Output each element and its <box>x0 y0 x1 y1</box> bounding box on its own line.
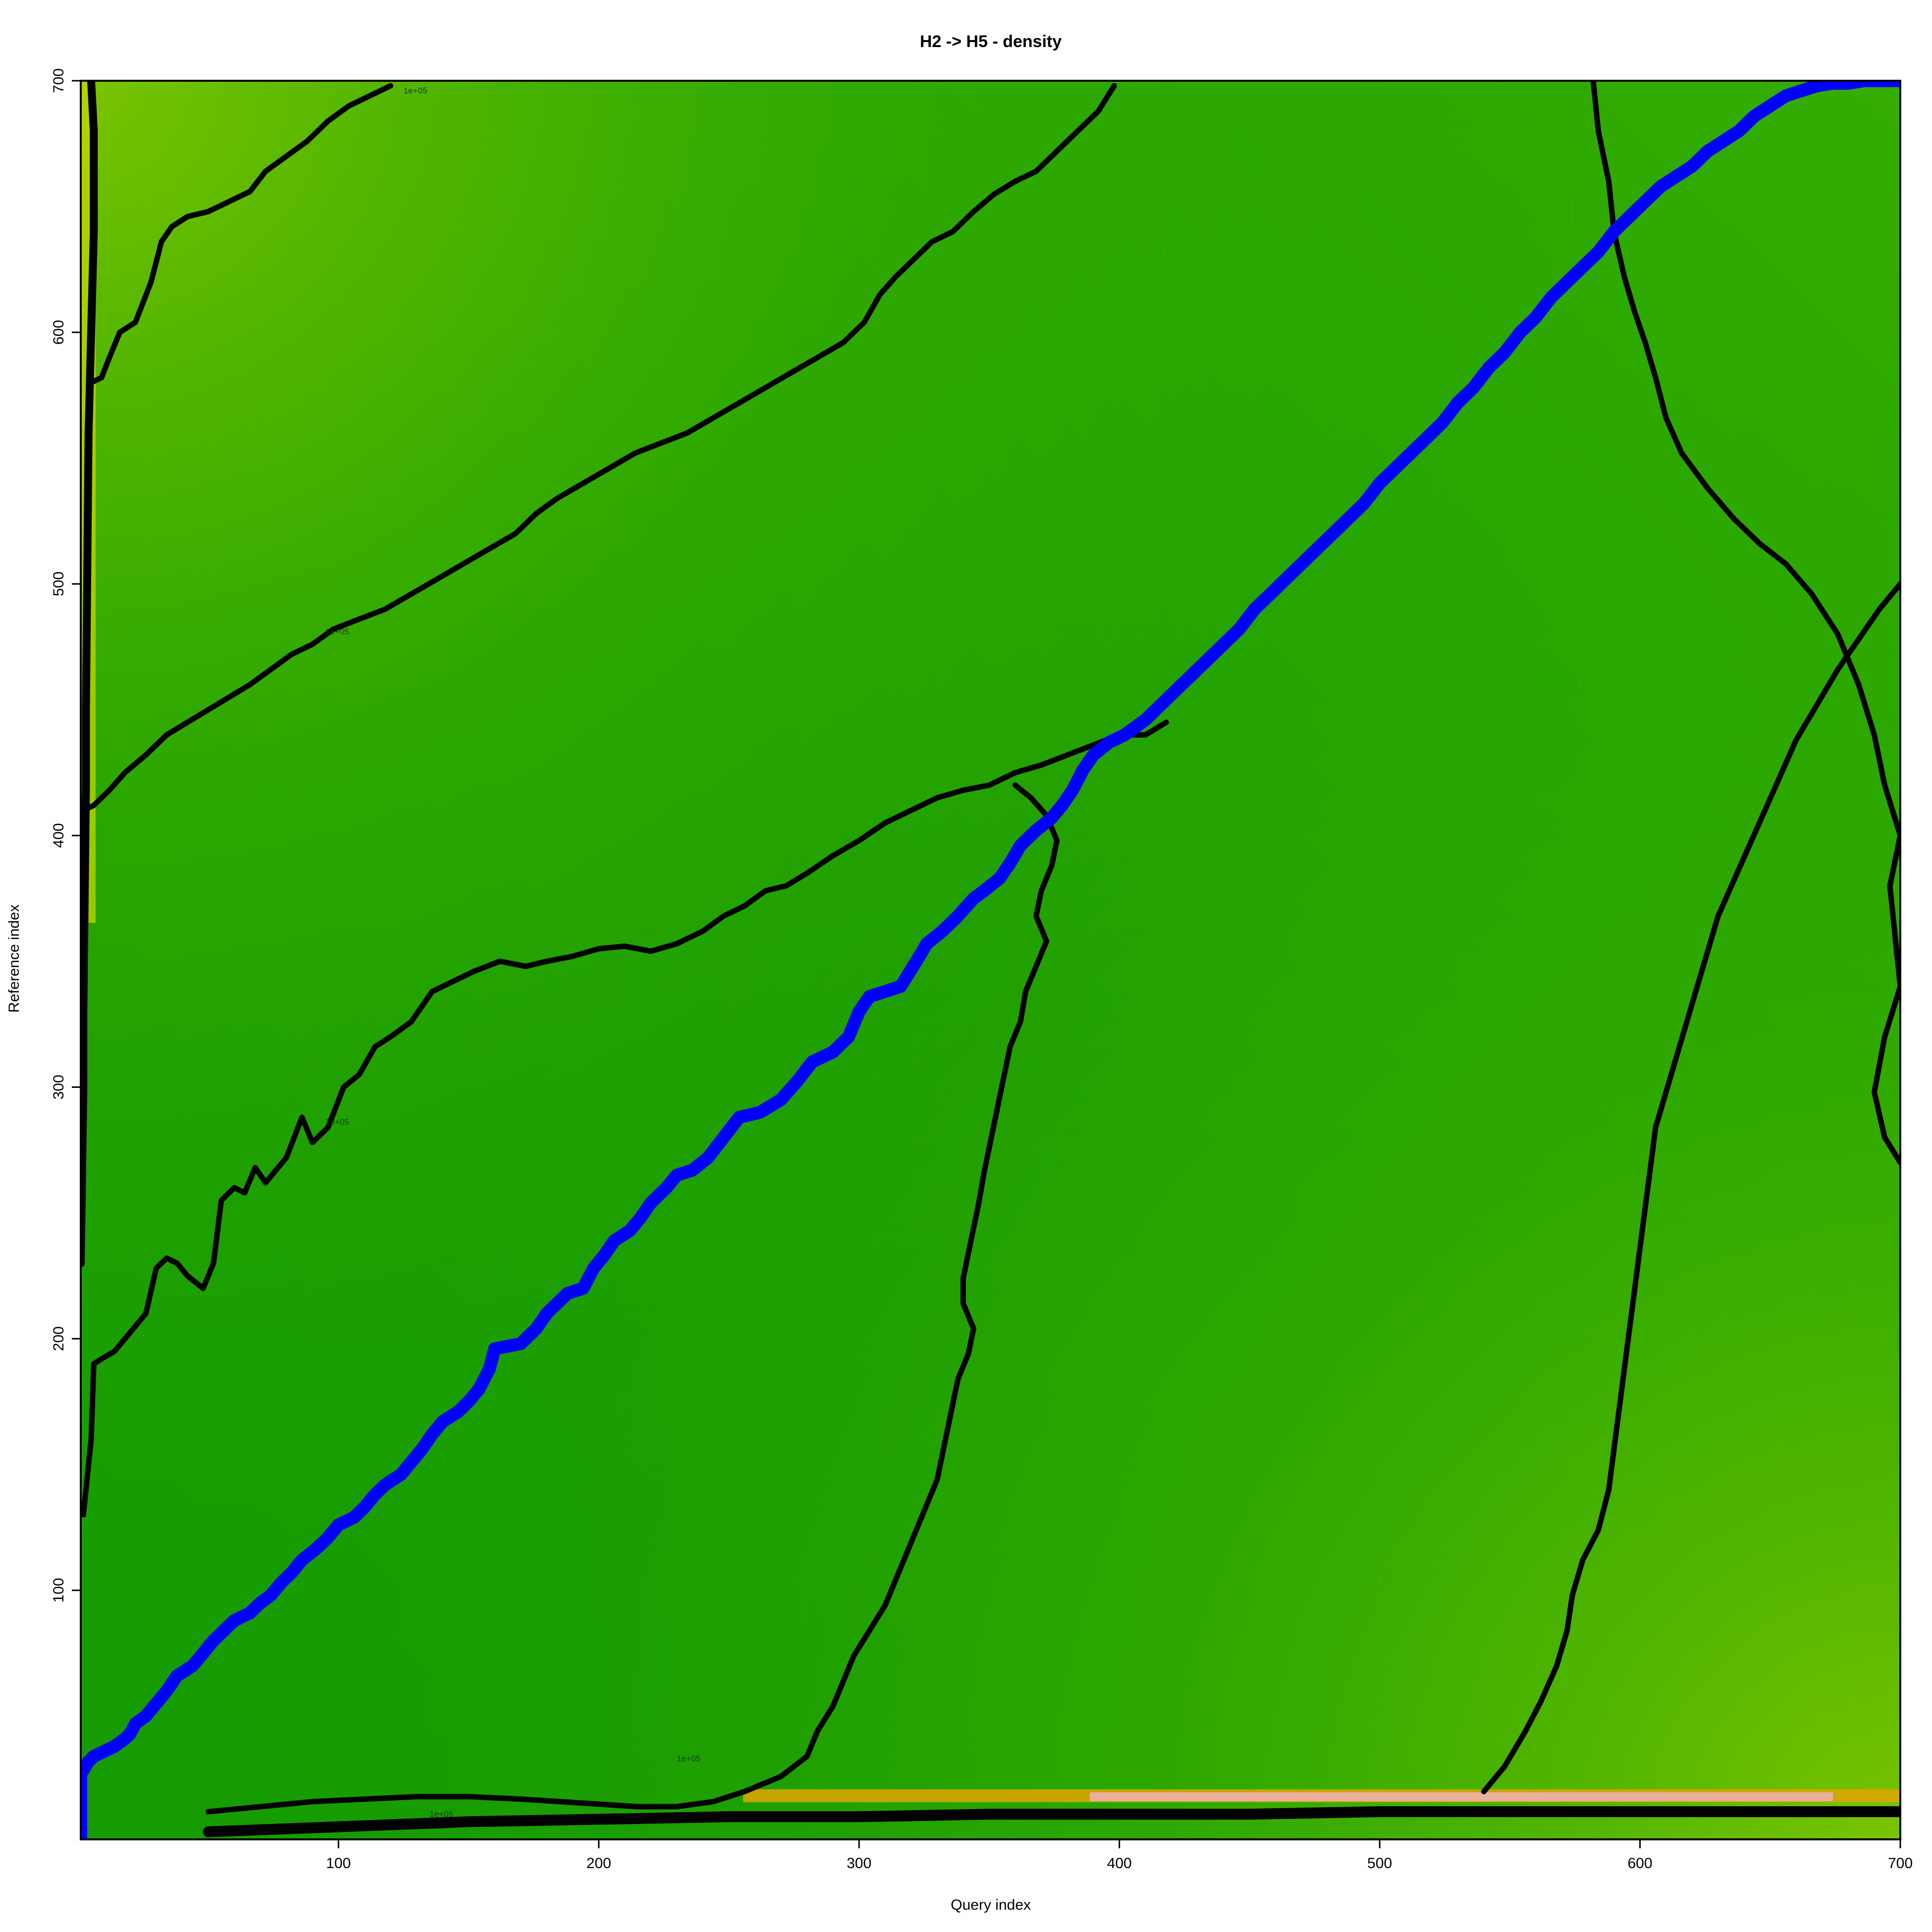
x-tick-label: 600 <box>1628 1855 1653 1872</box>
contour-label: 1e+05 <box>325 627 349 636</box>
y-tick-label: 600 <box>51 320 67 345</box>
right-band-contour <box>206 782 1060 1815</box>
heatmap-lower-right-gradient <box>81 81 1900 1839</box>
x-axis: 100 200 300 400 500 600 700 <box>326 1839 1913 1872</box>
optimal-alignment <box>81 81 1900 1839</box>
x-tick-label: 200 <box>587 1855 611 1872</box>
contour-label: 1e+05 <box>677 1754 700 1764</box>
y-axis-label: Reference index <box>6 905 22 1013</box>
y-tick-label: 100 <box>51 1578 67 1603</box>
bottom-ridge <box>203 1806 1900 1837</box>
y-tick-label: 400 <box>51 823 67 848</box>
lower-right-contour <box>1590 81 1900 1166</box>
bottom-edge-pink-band <box>1090 1792 1833 1801</box>
x-axis-label: Query index <box>951 1897 1031 1913</box>
middle-contour <box>81 83 1117 813</box>
far-right-contour <box>1481 581 1900 1794</box>
x-tick-label: 300 <box>847 1855 871 1872</box>
contour-labels: 1e+05 1e+05 1e+05 1e+05 1e+05 <box>325 86 700 1819</box>
plot-area: 1e+05 1e+05 1e+05 1e+05 1e+05 <box>81 81 1900 1839</box>
contour-label: 1e+05 <box>429 1809 453 1819</box>
x-tick-label: 100 <box>326 1855 351 1872</box>
contour-label: 1e+05 <box>325 1118 349 1127</box>
x-tick-label: 700 <box>1888 1855 1913 1872</box>
x-tick-label: 500 <box>1367 1855 1392 1872</box>
y-axis: 100 200 300 400 500 600 700 <box>51 68 81 1603</box>
y-tick-label: 700 <box>51 68 67 93</box>
y-tick-label: 300 <box>51 1074 67 1099</box>
x-tick-label: 400 <box>1107 1855 1132 1872</box>
edge-ridges <box>81 81 1900 1837</box>
left-edge-ridge <box>81 81 98 1267</box>
plot-frame <box>80 80 1901 1840</box>
alignment-path-layer <box>81 81 1900 1839</box>
top-left-contour <box>88 83 393 385</box>
y-tick-label: 200 <box>51 1326 67 1351</box>
upper-left-contour <box>81 719 1169 1518</box>
contour-label: 1e+05 <box>404 86 428 95</box>
y-tick-label: 500 <box>51 572 67 596</box>
chart-title: H2 -> H5 - density <box>920 32 1062 51</box>
contour-lines <box>81 81 1900 1815</box>
